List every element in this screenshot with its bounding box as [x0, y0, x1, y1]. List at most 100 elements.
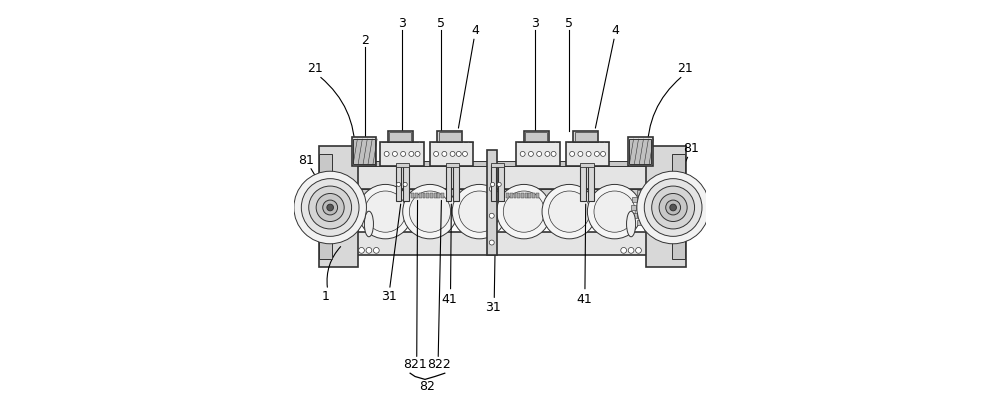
Bar — [437, 131, 462, 142]
Circle shape — [497, 182, 501, 186]
Bar — [411, 193, 414, 198]
Bar — [353, 139, 375, 164]
Bar — [388, 131, 413, 142]
Bar — [434, 193, 437, 198]
Circle shape — [392, 151, 397, 156]
Bar — [319, 146, 358, 267]
Circle shape — [520, 151, 525, 156]
Bar — [644, 185, 649, 190]
Bar — [446, 163, 459, 167]
Bar — [380, 142, 424, 166]
Bar — [667, 190, 672, 195]
Circle shape — [621, 247, 627, 253]
Bar — [430, 142, 473, 166]
Text: 1: 1 — [322, 290, 330, 303]
Text: 82: 82 — [420, 380, 435, 393]
Circle shape — [316, 193, 344, 222]
Bar — [525, 132, 547, 141]
Bar — [632, 213, 637, 218]
Bar — [329, 232, 673, 255]
Bar — [525, 193, 528, 198]
Bar — [580, 163, 594, 167]
Circle shape — [542, 184, 596, 239]
Circle shape — [636, 247, 641, 253]
Circle shape — [537, 151, 542, 156]
Bar — [430, 193, 433, 198]
Text: 821: 821 — [403, 359, 427, 371]
Bar — [329, 166, 673, 189]
Bar — [536, 193, 539, 198]
Bar — [524, 131, 549, 142]
Text: 21: 21 — [307, 62, 323, 75]
Bar — [319, 154, 332, 259]
Text: 4: 4 — [471, 24, 479, 37]
Circle shape — [666, 200, 681, 215]
Circle shape — [397, 182, 401, 186]
Bar — [329, 189, 673, 208]
Circle shape — [489, 240, 494, 245]
Text: 3: 3 — [531, 17, 539, 30]
Bar — [352, 137, 376, 166]
Circle shape — [358, 184, 413, 239]
Circle shape — [551, 151, 556, 156]
Circle shape — [409, 191, 451, 232]
Bar — [498, 165, 504, 201]
Text: 81: 81 — [298, 154, 314, 167]
Bar — [415, 193, 418, 198]
Bar — [629, 139, 651, 164]
Circle shape — [545, 151, 550, 156]
Circle shape — [301, 178, 359, 237]
Bar — [566, 142, 609, 166]
Circle shape — [359, 247, 364, 253]
Circle shape — [652, 186, 695, 229]
Circle shape — [670, 204, 676, 211]
Circle shape — [528, 151, 533, 156]
Circle shape — [442, 151, 447, 156]
Text: 2: 2 — [361, 34, 369, 47]
Circle shape — [489, 186, 494, 191]
Bar — [517, 193, 520, 198]
Text: 4: 4 — [611, 24, 619, 37]
Bar — [652, 183, 657, 188]
Bar — [439, 132, 461, 141]
Text: 41: 41 — [442, 293, 458, 305]
Bar — [660, 225, 665, 230]
Circle shape — [415, 151, 420, 156]
Circle shape — [628, 247, 634, 253]
Bar — [646, 146, 686, 267]
Circle shape — [489, 213, 494, 218]
Bar — [652, 227, 657, 232]
Circle shape — [401, 151, 406, 156]
Text: 822: 822 — [427, 359, 451, 371]
Bar — [389, 132, 411, 141]
Circle shape — [323, 200, 338, 215]
Bar — [632, 197, 637, 202]
Bar — [510, 193, 513, 198]
Circle shape — [294, 171, 366, 244]
Circle shape — [578, 151, 583, 156]
Circle shape — [659, 193, 687, 222]
Circle shape — [586, 151, 591, 156]
Bar — [403, 165, 409, 201]
Bar — [491, 165, 496, 201]
Text: 81: 81 — [683, 142, 699, 155]
Text: 31: 31 — [486, 301, 501, 314]
Bar — [487, 150, 497, 255]
Circle shape — [491, 182, 495, 186]
Bar — [396, 165, 401, 201]
Bar — [674, 205, 678, 210]
Bar — [672, 154, 685, 259]
Ellipse shape — [627, 211, 636, 237]
Bar — [437, 193, 440, 198]
Circle shape — [637, 171, 709, 244]
Text: 41: 41 — [576, 293, 592, 305]
Circle shape — [403, 184, 457, 239]
Circle shape — [549, 191, 590, 232]
Bar — [491, 163, 504, 167]
Circle shape — [452, 184, 507, 239]
Circle shape — [366, 247, 372, 253]
Circle shape — [373, 247, 379, 253]
Circle shape — [644, 178, 702, 237]
Bar — [580, 165, 586, 201]
Bar — [453, 165, 459, 201]
